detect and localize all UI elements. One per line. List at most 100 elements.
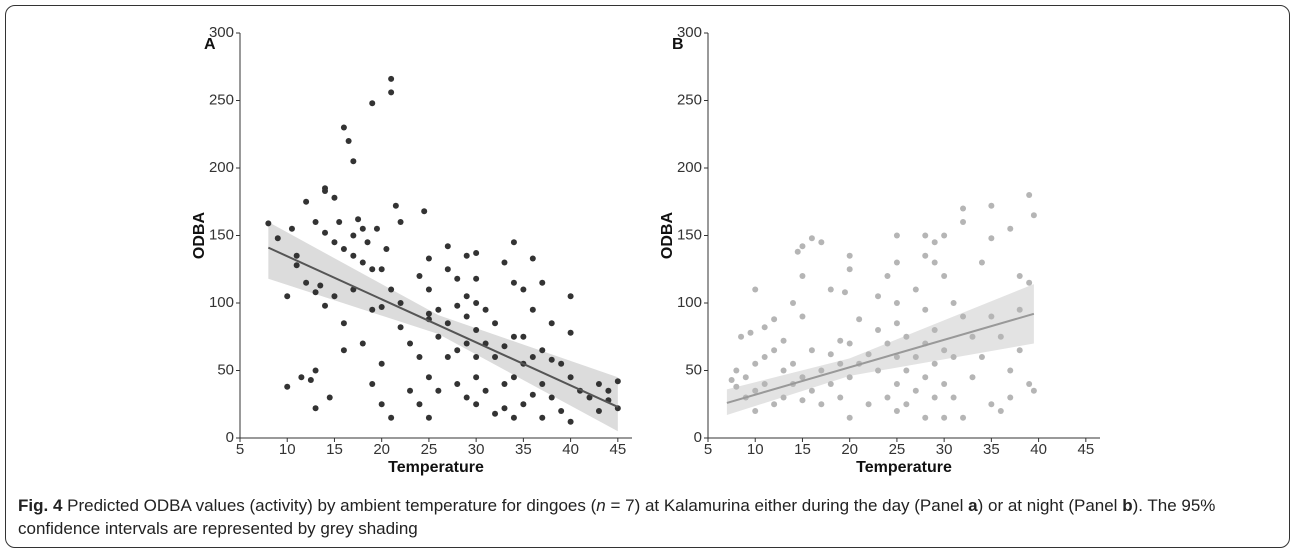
data-point <box>799 313 806 320</box>
data-point <box>378 401 385 408</box>
data-point <box>369 381 376 387</box>
data-point <box>978 259 985 266</box>
data-point <box>884 394 891 401</box>
data-point <box>875 293 882 300</box>
x-axis-label: Temperature <box>856 459 952 476</box>
data-point <box>941 347 948 354</box>
data-point <box>595 381 602 387</box>
x-tick-label: 35 <box>515 441 532 458</box>
y-tick-label: 0 <box>226 429 234 446</box>
data-point <box>510 374 517 381</box>
data-point <box>567 329 574 336</box>
data-point <box>312 219 319 225</box>
data-point <box>875 327 882 333</box>
data-point <box>463 313 470 320</box>
data-point <box>501 381 508 387</box>
y-tick-label: 100 <box>677 294 702 311</box>
data-point <box>893 320 900 327</box>
data-point <box>931 239 938 246</box>
y-tick-label: 300 <box>677 24 702 41</box>
y-tick-label: 250 <box>677 91 702 108</box>
data-point <box>941 232 948 239</box>
data-point <box>893 232 900 239</box>
data-point <box>728 376 735 383</box>
data-point <box>482 387 489 394</box>
y-tick-label: 200 <box>209 159 234 176</box>
data-point <box>790 300 797 306</box>
data-point <box>997 408 1004 414</box>
data-point <box>605 387 612 394</box>
data-point <box>875 367 882 374</box>
data-point <box>988 313 995 320</box>
data-point <box>893 300 900 306</box>
data-point <box>922 374 929 381</box>
data-point <box>388 414 395 421</box>
data-point <box>355 216 362 223</box>
x-tick-label: 30 <box>468 441 485 458</box>
data-point <box>548 394 555 401</box>
data-point <box>340 246 347 252</box>
data-point <box>444 320 451 327</box>
data-point <box>799 273 806 279</box>
data-point <box>837 394 844 401</box>
data-point <box>950 394 957 401</box>
data-point <box>331 293 338 300</box>
data-point <box>893 381 900 387</box>
y-tick-label: 250 <box>209 91 234 108</box>
caption-label: Fig. 4 <box>18 496 63 515</box>
caption-text: Predicted ODBA values (activity) by ambi… <box>62 496 597 515</box>
x-tick-label: 10 <box>279 441 296 458</box>
x-tick-label: 15 <box>326 441 343 458</box>
data-point <box>988 401 995 408</box>
data-point <box>558 408 565 414</box>
data-point <box>463 340 470 347</box>
figure-frame <box>5 5 1290 548</box>
data-point <box>274 235 281 242</box>
data-point <box>1007 394 1014 401</box>
data-point <box>1026 279 1033 286</box>
data-point <box>312 367 319 374</box>
data-point <box>397 300 404 306</box>
data-point <box>884 340 891 347</box>
caption-text: n <box>596 496 606 515</box>
data-point <box>558 360 565 367</box>
data-point <box>425 310 432 317</box>
data-point <box>780 367 787 374</box>
data-point <box>846 266 853 273</box>
data-point <box>837 360 844 367</box>
x-tick-label: 25 <box>889 441 906 458</box>
data-point <box>378 360 385 367</box>
data-point <box>969 333 976 340</box>
data-point <box>988 202 995 209</box>
data-point <box>303 198 310 205</box>
data-point <box>463 293 470 300</box>
data-point <box>529 255 536 262</box>
y-axis-label: ODBA <box>191 212 208 260</box>
y-tick-label: 300 <box>209 24 234 41</box>
data-point <box>912 387 919 394</box>
data-point <box>997 333 1004 340</box>
data-point <box>548 356 555 363</box>
data-point <box>501 343 508 350</box>
data-point <box>771 401 778 408</box>
data-point <box>799 397 806 404</box>
data-point <box>586 394 593 401</box>
data-point <box>520 333 527 340</box>
data-point <box>922 306 929 313</box>
data-point <box>510 279 517 286</box>
data-point <box>378 304 385 311</box>
data-point <box>846 414 853 421</box>
data-point <box>340 347 347 354</box>
data-point <box>520 286 527 293</box>
data-point <box>818 401 825 408</box>
data-point <box>359 225 366 232</box>
data-point <box>808 387 815 394</box>
y-tick-label: 200 <box>677 159 702 176</box>
data-point <box>988 235 995 242</box>
data-point <box>473 354 480 360</box>
data-point <box>492 354 499 360</box>
data-point <box>392 202 399 209</box>
data-point <box>903 401 910 408</box>
fit-line <box>726 312 1035 404</box>
data-point <box>539 414 546 421</box>
